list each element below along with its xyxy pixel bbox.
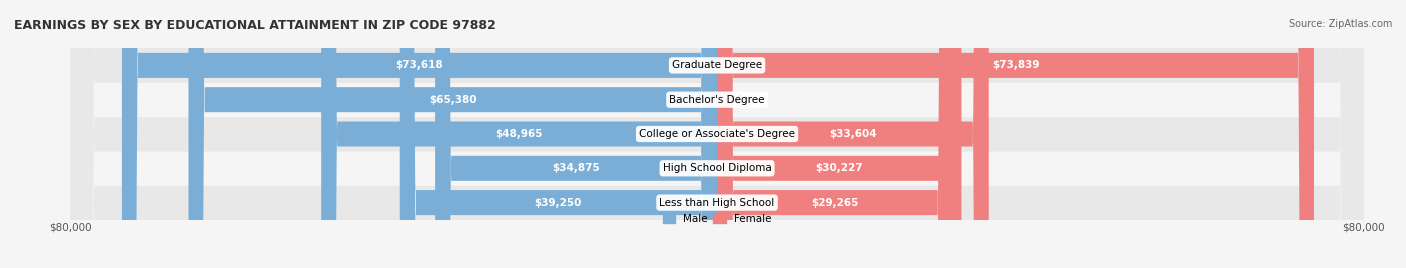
FancyBboxPatch shape — [717, 0, 962, 268]
Text: $34,875: $34,875 — [553, 163, 600, 173]
FancyBboxPatch shape — [70, 0, 1364, 268]
FancyBboxPatch shape — [70, 0, 1364, 268]
Text: $73,839: $73,839 — [991, 60, 1039, 70]
Text: $65,380: $65,380 — [429, 95, 477, 105]
Text: $0: $0 — [730, 95, 744, 105]
Text: Source: ZipAtlas.com: Source: ZipAtlas.com — [1288, 19, 1392, 29]
Legend: Male, Female: Male, Female — [658, 210, 776, 228]
Text: Less than High School: Less than High School — [659, 198, 775, 208]
FancyBboxPatch shape — [188, 0, 717, 268]
FancyBboxPatch shape — [321, 0, 717, 268]
FancyBboxPatch shape — [399, 0, 717, 268]
FancyBboxPatch shape — [70, 0, 1364, 268]
Text: High School Diploma: High School Diploma — [662, 163, 772, 173]
Text: Bachelor's Degree: Bachelor's Degree — [669, 95, 765, 105]
Text: $33,604: $33,604 — [830, 129, 877, 139]
Text: $30,227: $30,227 — [815, 163, 863, 173]
FancyBboxPatch shape — [434, 0, 717, 268]
FancyBboxPatch shape — [122, 0, 717, 268]
FancyBboxPatch shape — [717, 0, 953, 268]
FancyBboxPatch shape — [70, 0, 1364, 268]
FancyBboxPatch shape — [717, 0, 988, 268]
Text: $29,265: $29,265 — [811, 198, 859, 208]
Text: $48,965: $48,965 — [495, 129, 543, 139]
Text: $73,618: $73,618 — [395, 60, 443, 70]
Text: Graduate Degree: Graduate Degree — [672, 60, 762, 70]
FancyBboxPatch shape — [70, 0, 1364, 268]
Text: College or Associate's Degree: College or Associate's Degree — [640, 129, 794, 139]
Text: EARNINGS BY SEX BY EDUCATIONAL ATTAINMENT IN ZIP CODE 97882: EARNINGS BY SEX BY EDUCATIONAL ATTAINMEN… — [14, 19, 496, 32]
Text: $39,250: $39,250 — [534, 198, 582, 208]
FancyBboxPatch shape — [717, 0, 1315, 268]
